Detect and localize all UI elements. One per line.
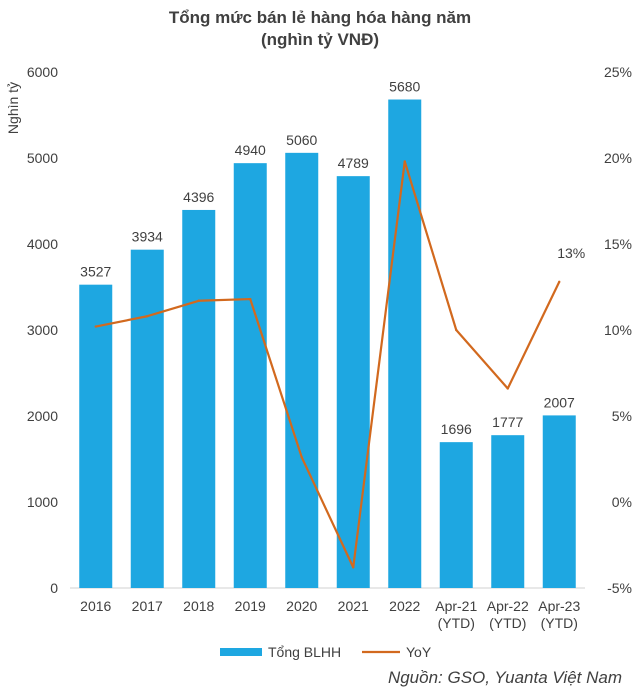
x-tick-label: 2018 [183, 598, 214, 614]
y2-tick-label: 0% [612, 494, 632, 510]
bar-value-label: 3527 [80, 264, 111, 280]
bar [79, 284, 113, 588]
yoy-point [558, 280, 561, 284]
y-tick-label: 0 [50, 580, 58, 596]
bar [130, 249, 164, 588]
yoy-point [352, 566, 355, 569]
bar [233, 163, 267, 588]
x-tick-label: 2020 [286, 598, 317, 614]
bar-value-label: 3934 [132, 229, 163, 245]
yoy-point [146, 315, 149, 318]
y-tick-label: 3000 [27, 322, 58, 338]
bar-value-label: 2007 [544, 394, 575, 410]
y2-tick-label: 20% [604, 150, 632, 166]
bar-value-label: 5680 [389, 79, 420, 95]
yoy-point [197, 299, 200, 302]
y2-tick-label: -5% [607, 580, 632, 596]
y-tick-label: 1000 [27, 494, 58, 510]
y-tick-label: 4000 [27, 236, 58, 252]
bar [542, 415, 576, 588]
x-tick-label: Apr-22 (YTD) [487, 598, 529, 631]
bar [336, 176, 370, 588]
bar [439, 442, 473, 588]
y2-tick-label: 15% [604, 236, 632, 252]
yoy-value-label: 13% [557, 245, 585, 261]
legend-swatch-bar [220, 648, 262, 656]
y2-tick-label: 10% [604, 322, 632, 338]
y2-tick-label: 25% [604, 64, 632, 80]
bar-value-label: 5060 [286, 132, 317, 148]
x-tick-label: 2019 [235, 598, 266, 614]
bar-value-label: 1777 [492, 414, 523, 430]
yoy-point [455, 328, 458, 332]
source-note: Nguồn: GSO, Yuanta Việt Nam [387, 668, 622, 687]
yoy-point [94, 325, 97, 328]
legend-label-line: YoY [406, 644, 432, 660]
legend-label-bar: Tổng BLHH [268, 644, 341, 660]
y-tick-label: 5000 [27, 150, 58, 166]
x-tick-label: 2021 [338, 598, 369, 614]
yoy-point [300, 456, 303, 459]
bar [388, 99, 422, 589]
y-tick-label: 2000 [27, 408, 58, 424]
yoy-point [403, 160, 406, 163]
bar [182, 209, 216, 588]
x-tick-label: Apr-21 (YTD) [435, 598, 477, 631]
yoy-line [95, 160, 561, 569]
bar [491, 435, 525, 588]
y-axis-title: Nghìn tỷ [5, 82, 21, 134]
yoy-point [506, 387, 509, 390]
yoy-point [249, 297, 252, 301]
bar-value-label: 4396 [183, 189, 214, 205]
x-tick-label: 2017 [132, 598, 163, 614]
x-tick-label: 2016 [80, 598, 111, 614]
bar [285, 152, 319, 588]
bar-value-label: 4940 [235, 142, 266, 158]
chart-title: Tổng mức bán lẻ hàng hóa hàng năm [168, 8, 472, 27]
x-tick-label: Apr-23 (YTD) [538, 598, 580, 631]
y-tick-label: 6000 [27, 64, 58, 80]
bar-value-label: 1696 [441, 421, 472, 437]
chart-subtitle: (nghìn tỷ VNĐ) [260, 30, 380, 49]
x-tick-label: 2022 [389, 598, 420, 614]
y2-tick-label: 5% [612, 408, 632, 424]
bar-value-label: 4789 [338, 155, 369, 171]
